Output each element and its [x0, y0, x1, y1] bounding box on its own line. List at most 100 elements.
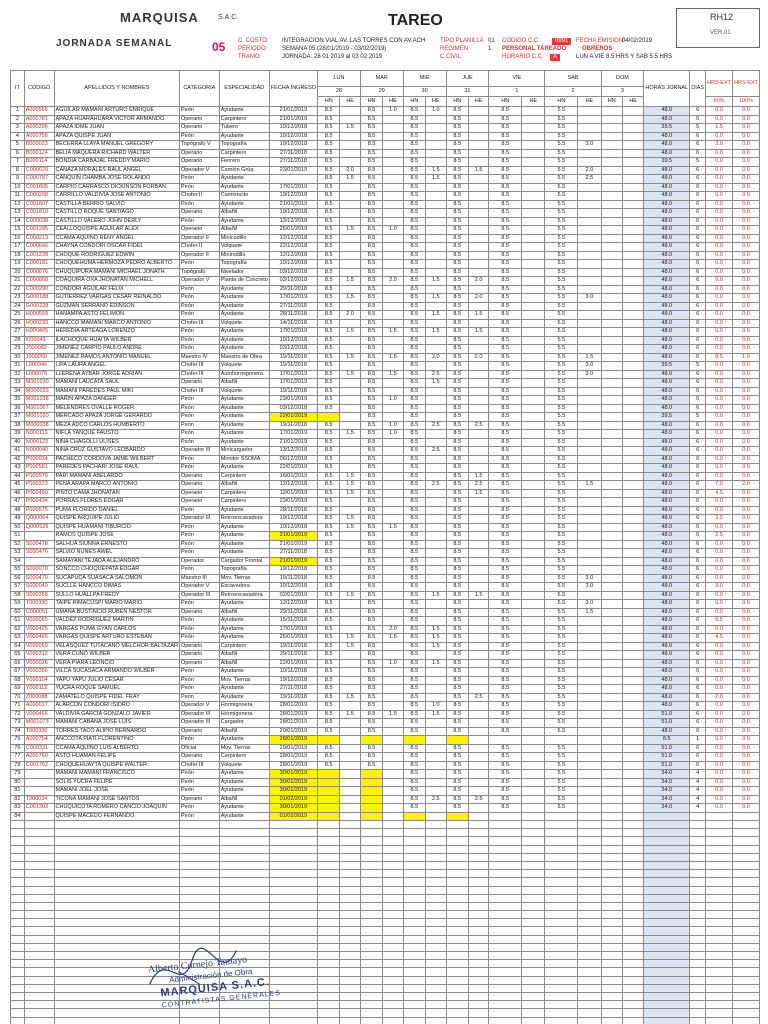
table-row	[10, 910, 761, 920]
row-he: 1.5	[425, 276, 447, 286]
row-he	[577, 225, 602, 235]
row-he	[382, 531, 404, 541]
empty-cell	[521, 991, 546, 1002]
empty-cell	[10, 1000, 25, 1010]
row-hn: 8.5	[402, 395, 427, 405]
row-he	[339, 386, 361, 396]
row-he: 2.5	[425, 420, 447, 430]
table-row: 6 B000124 BELIA MAQUERA RICHARD WALTER Oper…	[10, 148, 761, 158]
row-fecha-ingreso: 17/01/2019	[268, 378, 319, 388]
empty-cell	[178, 836, 220, 846]
row-it: 19	[10, 259, 25, 269]
row-categoria: Peón	[178, 786, 220, 796]
row-he	[339, 208, 361, 218]
row-he	[339, 777, 361, 787]
row-he	[521, 752, 546, 762]
empty-cell	[402, 1008, 427, 1018]
row-he	[621, 352, 645, 362]
row-codigo: A000296	[23, 123, 55, 133]
row-horas-jornal: 48.0	[643, 497, 691, 507]
row-hrs-ext: 3.0	[705, 140, 733, 150]
col-horas-jornal: HORAS JORNAL	[643, 70, 691, 107]
row-hn: 5.5	[544, 412, 579, 422]
row-especialidad: Ayudante	[218, 131, 270, 141]
empty-cell	[467, 991, 490, 1002]
row-hn: 8.5	[402, 531, 427, 541]
empty-cell	[643, 991, 691, 1002]
empty-cell	[544, 860, 579, 871]
row-hn: 8.5	[488, 522, 523, 532]
row-categoria: Operador V	[178, 165, 220, 175]
row-hn: 8.5	[317, 378, 341, 388]
row-he	[577, 505, 602, 515]
row-hn: 8.5	[488, 454, 523, 464]
row-he	[521, 335, 546, 345]
row-he	[521, 522, 546, 532]
empty-cell	[544, 877, 579, 887]
row-he	[339, 361, 361, 371]
row-especialidad: Carpintero	[218, 471, 270, 481]
row-he	[382, 590, 404, 600]
empty-cell	[521, 1008, 546, 1018]
row-hrs-ext: 0.0	[731, 777, 761, 787]
row-he	[577, 429, 602, 439]
row-it: 43	[10, 463, 25, 473]
row-codigo: C000213	[23, 233, 55, 243]
empty-cell	[382, 918, 404, 928]
row-hn: 5.5	[544, 301, 579, 311]
row-hn	[600, 599, 623, 609]
row-nombre: YUCRA ROQUE SAMUEL	[53, 684, 180, 694]
row-codigo: G000188	[23, 293, 55, 303]
row-fecha-ingreso: 03/12/2018	[268, 267, 319, 277]
row-especialidad: Albañil	[218, 208, 270, 218]
table-row: 41 N000040 NINA CRUZ GUSTAVO LEOBARDO Opera…	[10, 446, 761, 456]
row-he	[621, 684, 645, 694]
row-he	[425, 752, 447, 762]
row-hn: 8.5	[445, 157, 469, 167]
row-nombre: VELASQUEZ TUTACANO MELCHOR BALTAZAR	[53, 641, 180, 651]
empty-cell	[218, 852, 270, 862]
row-nombre: QUISPE HUAMANI TIBURCIO	[53, 522, 180, 532]
row-it: 32	[10, 369, 25, 379]
row-hn: 8.5	[359, 429, 384, 439]
row-fecha-ingreso: 28/01/2019	[268, 752, 319, 762]
row-he	[521, 488, 546, 498]
empty-cell	[445, 926, 469, 936]
empty-cell	[600, 950, 623, 961]
empty-cell	[731, 1000, 761, 1010]
table-row: 43 P000581 PAREDES PACHARI JOSE RAUL Peón Ay…	[10, 463, 761, 473]
empty-cell	[467, 959, 490, 969]
row-he	[382, 114, 404, 124]
row-hrs-ext: 0.0	[731, 301, 761, 311]
row-especialidad: Ayudante	[218, 284, 270, 294]
row-it: 4	[10, 131, 25, 141]
empty-cell	[705, 926, 733, 936]
row-it: 15	[10, 225, 25, 235]
empty-cell	[521, 959, 546, 969]
empty-cell	[731, 819, 761, 830]
row-it: 81	[10, 786, 25, 796]
row-he: 1.5	[467, 327, 490, 337]
row-he	[521, 310, 546, 320]
row-nombre: PORRAS FLORES EDGAR	[53, 497, 180, 507]
row-dias: 6	[689, 548, 707, 558]
row-hn: 8.5	[402, 182, 427, 192]
empty-cell	[600, 836, 623, 846]
row-nombre: CARRILLO VALDIVIA JOSE ANTONIO	[53, 191, 180, 201]
row-especialidad: Albañil	[218, 378, 270, 388]
row-he: 1.5	[339, 522, 361, 532]
row-he	[621, 471, 645, 481]
empty-cell	[402, 942, 427, 953]
row-fecha-ingreso: 15/11/2018	[268, 616, 319, 626]
row-nombre: CASTILLO VALERO JOHN DERLY	[53, 216, 180, 226]
row-fecha-ingreso: 22/01/2019	[268, 412, 319, 422]
empty-cell	[359, 885, 384, 895]
empty-cell	[402, 926, 427, 936]
row-hn: 8.5	[317, 403, 341, 413]
row-hn: 5.5	[544, 378, 579, 388]
row-nombre: NIFLA YANQUE FAUSTO	[53, 429, 180, 439]
empty-cell	[23, 926, 55, 936]
row-fecha-ingreso: 27/11/2018	[268, 301, 319, 311]
row-especialidad: Carpintero	[218, 148, 270, 158]
row-he	[425, 718, 447, 728]
